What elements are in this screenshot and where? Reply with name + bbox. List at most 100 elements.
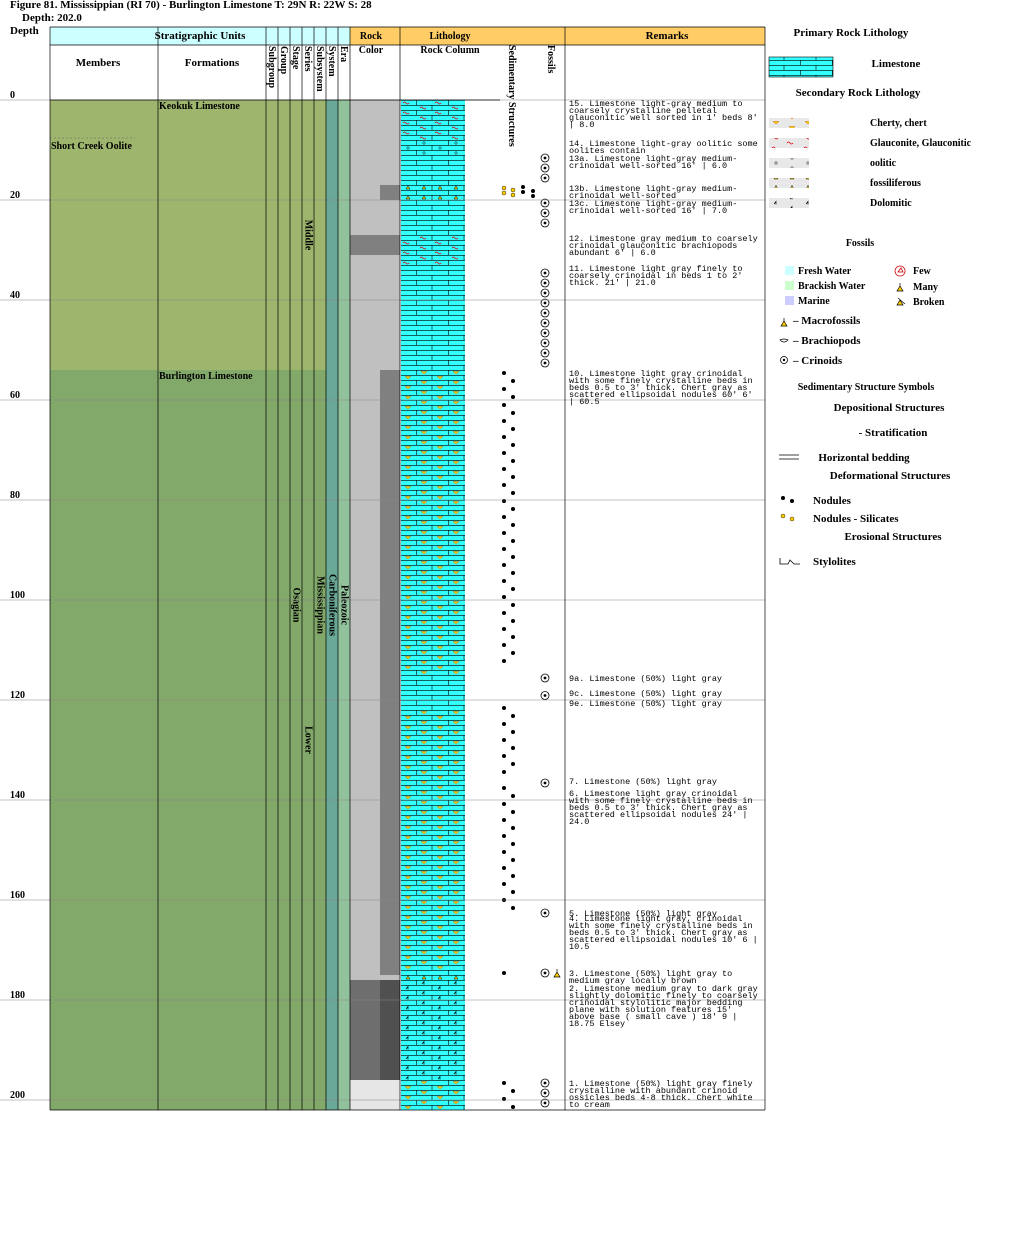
nodule <box>511 507 515 511</box>
nodule <box>502 738 506 742</box>
nodule <box>502 611 506 615</box>
lithology-symbol <box>401 140 465 155</box>
legend-title: Sedimentary Structure Symbols <box>798 382 935 393</box>
nodule <box>511 714 515 718</box>
crinoid-dot <box>543 781 547 785</box>
header: Lithology <box>429 31 470 42</box>
header: Color <box>359 45 384 56</box>
sed-structure <box>501 185 535 198</box>
nodule <box>511 619 515 623</box>
header: Sedimentary Structures <box>506 45 517 147</box>
remark: 15. Limestone light-gray medium to coars… <box>569 99 758 130</box>
nodule <box>502 866 506 870</box>
remark: 2. Limestone medium gray to dark gray sl… <box>569 984 758 1029</box>
unit-name: Osagian <box>291 587 302 622</box>
legend-label: Many <box>913 282 938 293</box>
legend-symbol <box>790 499 794 503</box>
remark: 6. Limestone light gray crinoidal with s… <box>569 789 753 827</box>
legend-label: – Crinoids <box>792 355 843 367</box>
nodule <box>511 539 515 543</box>
crinoid-dot <box>543 971 547 975</box>
legend-label: Depositional Structures <box>834 402 945 414</box>
nodule <box>511 635 515 639</box>
rank-header: Stage <box>290 46 301 70</box>
silicate-nodule <box>501 185 507 191</box>
nodule <box>502 515 506 519</box>
nodule <box>502 1081 506 1085</box>
rock-color <box>350 235 400 255</box>
nodule <box>502 579 506 583</box>
sed-structure <box>502 371 515 663</box>
legend: Primary Rock Lithology Limestone Seconda… <box>768 27 972 568</box>
nodule <box>502 547 506 551</box>
silicate-nodule <box>510 187 516 193</box>
depth-label: 40 <box>10 290 20 301</box>
legend-symbol <box>894 265 906 277</box>
depth-label: 200 <box>10 1090 25 1101</box>
member-name: Short Creek Oolite <box>51 141 132 152</box>
crinoid-dot <box>543 331 547 335</box>
lithology-symbol <box>401 1080 465 1110</box>
legend-swatch <box>769 198 809 208</box>
lithology-symbol <box>401 155 465 185</box>
nodule <box>511 1105 515 1109</box>
nodule <box>502 419 506 423</box>
remark: 13a. Limestone light-gray medium- crinoi… <box>569 154 738 171</box>
nodule <box>502 467 506 471</box>
rank-header: Subgroup <box>266 46 277 89</box>
depth-label: 0 <box>10 90 15 101</box>
legend-symbol <box>780 318 788 327</box>
unit-name: Paleozoic <box>339 585 350 626</box>
remark: 4. Limestone light gray, crinoidal with … <box>569 914 758 952</box>
nodule <box>502 770 506 774</box>
lithology-symbol <box>401 970 465 980</box>
legend-swatch <box>785 296 794 305</box>
nodule <box>511 555 515 559</box>
remark: 13c. Limestone light-gray medium- crinoi… <box>569 199 738 216</box>
legend-label: Stylolites <box>813 556 856 568</box>
nodule <box>511 858 515 862</box>
formation-fill <box>50 100 326 370</box>
nodule <box>502 595 506 599</box>
remark: 12. Limestone gray medium to coarsely cr… <box>569 234 758 258</box>
crinoid-dot <box>543 176 547 180</box>
nodule <box>511 491 515 495</box>
crinoid-dot <box>543 221 547 225</box>
legend-label: Horizontal bedding <box>818 452 910 464</box>
rank-header: Series <box>302 46 313 72</box>
lithology-symbol <box>401 235 465 265</box>
remark: 9c. Limestone (50%) light gray <box>569 689 723 699</box>
header-cell <box>50 27 350 45</box>
legend-swatch <box>785 281 794 290</box>
nodule <box>511 794 515 798</box>
nodule <box>502 1097 506 1101</box>
legend-label: Brackish Water <box>798 281 866 292</box>
legend-title: Primary Rock Lithology <box>794 27 909 39</box>
rank-header: System <box>326 46 337 77</box>
nodule <box>502 531 506 535</box>
formation-fill <box>50 370 326 1110</box>
crinoid-dot <box>543 281 547 285</box>
nodule <box>502 818 506 822</box>
legend-label: Nodules <box>813 495 852 507</box>
formation-name: Keokuk Limestone <box>159 101 240 112</box>
header: Fossils <box>545 45 556 73</box>
remark: 9e. Limestone (50%) light gray <box>569 699 723 709</box>
lithology-symbol <box>401 265 465 370</box>
legend-label: Nodules - Silicates <box>813 513 899 525</box>
silicate-nodule <box>510 192 516 198</box>
legend-title: Fossils <box>846 238 874 249</box>
rock-color <box>380 370 400 975</box>
nodule <box>511 651 515 655</box>
nodule <box>502 499 506 503</box>
nodule <box>502 802 506 806</box>
legend-swatch <box>768 56 834 78</box>
nodule <box>511 890 515 894</box>
depth-label: 100 <box>10 590 25 601</box>
crinoid-dot <box>543 341 547 345</box>
nodule <box>511 427 515 431</box>
nodule <box>502 627 506 631</box>
crinoid-dot <box>543 166 547 170</box>
